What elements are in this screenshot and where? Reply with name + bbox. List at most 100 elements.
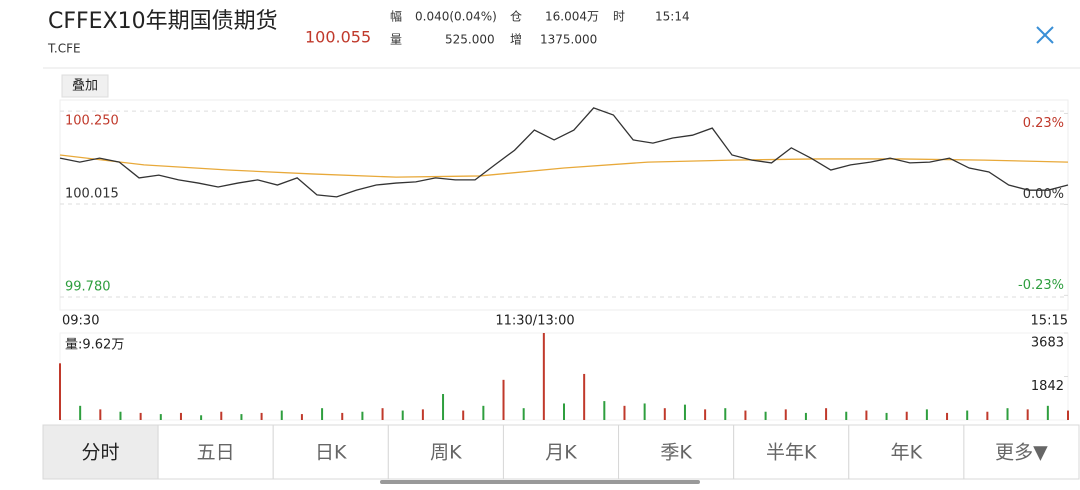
volume-bar bbox=[502, 379, 505, 420]
volume-bar bbox=[522, 408, 525, 420]
y-tick-label: 99.780 bbox=[65, 279, 111, 294]
volume-bar bbox=[300, 414, 303, 420]
volume-bar bbox=[784, 409, 787, 420]
volume-bar bbox=[946, 412, 949, 420]
volume-bar bbox=[925, 409, 928, 420]
tab-label: 分时 bbox=[82, 442, 120, 464]
volume-bar bbox=[200, 415, 203, 420]
volume-bar bbox=[341, 412, 344, 420]
volume-bar bbox=[280, 410, 283, 420]
y-tick-label: 100.015 bbox=[65, 187, 119, 202]
volume-label: 量:9.62万 bbox=[65, 338, 124, 353]
volume-bar bbox=[381, 408, 384, 420]
tab-label: 日K bbox=[315, 442, 347, 464]
stat-label: 量 bbox=[390, 33, 402, 47]
volume-bar bbox=[260, 412, 263, 420]
volume-bar bbox=[643, 403, 646, 420]
code: T.CFE bbox=[47, 42, 81, 56]
volume-bar bbox=[583, 373, 586, 420]
price-line bbox=[59, 107, 1069, 198]
tab-label: 年K bbox=[891, 442, 923, 464]
y2-tick-label: 0.23% bbox=[1023, 116, 1064, 131]
volume-bar bbox=[885, 412, 888, 420]
stat-value: 15:14 bbox=[655, 10, 690, 24]
tab-label: 月K bbox=[545, 442, 577, 464]
volume-bar bbox=[139, 412, 142, 420]
volume-bar bbox=[764, 411, 767, 420]
volume-bar bbox=[1067, 410, 1069, 420]
stat-label: 增 bbox=[510, 33, 522, 47]
price: 100.055 bbox=[305, 28, 371, 47]
tab[interactable] bbox=[618, 424, 735, 480]
volume-bar bbox=[704, 409, 707, 420]
tab-label: 季K bbox=[660, 442, 692, 464]
volume-bar bbox=[825, 408, 828, 420]
volume-bar bbox=[663, 408, 666, 420]
volume-bar bbox=[1026, 409, 1029, 420]
volume-bar bbox=[421, 409, 424, 420]
tab[interactable] bbox=[502, 424, 620, 480]
x-tick-label: 15:15 bbox=[1031, 314, 1068, 329]
volume-bar bbox=[442, 394, 445, 420]
tab-label: 五日 bbox=[197, 442, 235, 464]
tab-label: 半年K bbox=[766, 442, 817, 464]
volume-bar bbox=[845, 411, 848, 420]
volume-bar bbox=[744, 410, 747, 420]
stat-value: 525.000 bbox=[445, 33, 495, 47]
overlay-label: 叠加 bbox=[72, 79, 98, 94]
tab[interactable] bbox=[963, 424, 1080, 480]
stat-label: 时 bbox=[613, 10, 625, 24]
volume-bar bbox=[542, 333, 545, 420]
volume-bar bbox=[986, 411, 989, 420]
tab[interactable] bbox=[848, 424, 965, 480]
volume-bar bbox=[683, 404, 686, 420]
stat-value: 16.004万 bbox=[545, 10, 599, 24]
chart-frame bbox=[59, 99, 1069, 311]
volume-bar bbox=[804, 412, 807, 420]
volume-bar bbox=[966, 410, 969, 420]
volume-bar bbox=[79, 405, 82, 420]
stat-value: 0.040(0.04%) bbox=[415, 10, 497, 24]
price-line bbox=[59, 154, 1069, 178]
tab[interactable] bbox=[157, 424, 274, 480]
volume-bar bbox=[563, 403, 565, 420]
y2-tick-label: 0.00% bbox=[1023, 187, 1064, 202]
tab-label: 周K bbox=[430, 442, 462, 464]
volume-bar bbox=[159, 414, 162, 420]
x-tick-label: 09:30 bbox=[62, 314, 99, 329]
volume-bar bbox=[361, 411, 364, 420]
volume-bar bbox=[220, 411, 223, 420]
tab-label: 更多▼ bbox=[995, 442, 1048, 464]
tab[interactable] bbox=[42, 424, 159, 480]
volume-bar bbox=[1006, 408, 1009, 420]
volume-bar bbox=[99, 409, 102, 420]
volume-bar bbox=[119, 411, 122, 420]
y2-tick-label: -0.23% bbox=[1018, 278, 1064, 293]
tab[interactable] bbox=[272, 424, 389, 480]
volume-bar bbox=[1046, 405, 1049, 420]
volume-bar bbox=[865, 410, 868, 420]
stat-label: 仓 bbox=[510, 10, 522, 24]
volume-bar bbox=[482, 405, 485, 420]
volume-bar bbox=[179, 412, 182, 420]
tab[interactable] bbox=[387, 424, 504, 480]
volume-bar bbox=[240, 414, 243, 420]
volume-bar bbox=[401, 410, 404, 420]
close-button[interactable] bbox=[1036, 26, 1054, 44]
volume-bar bbox=[462, 410, 465, 420]
volume-bar bbox=[724, 408, 727, 420]
volume-bar bbox=[905, 411, 908, 420]
home-indicator bbox=[380, 480, 700, 484]
stat-label: 幅 bbox=[390, 9, 402, 24]
volume-tick-label: 3683 bbox=[1031, 336, 1064, 351]
y-tick-label: 100.250 bbox=[65, 114, 119, 129]
volume-tick-label: 1842 bbox=[1031, 379, 1064, 394]
volume-bar bbox=[59, 363, 61, 420]
volume-bar bbox=[603, 401, 606, 420]
volume-bar bbox=[623, 405, 626, 420]
stat-value: 1375.000 bbox=[540, 33, 597, 47]
overlay-button[interactable] bbox=[61, 74, 109, 98]
volume-bar bbox=[321, 408, 324, 420]
x-tick-label: 11:30/13:00 bbox=[495, 314, 574, 329]
